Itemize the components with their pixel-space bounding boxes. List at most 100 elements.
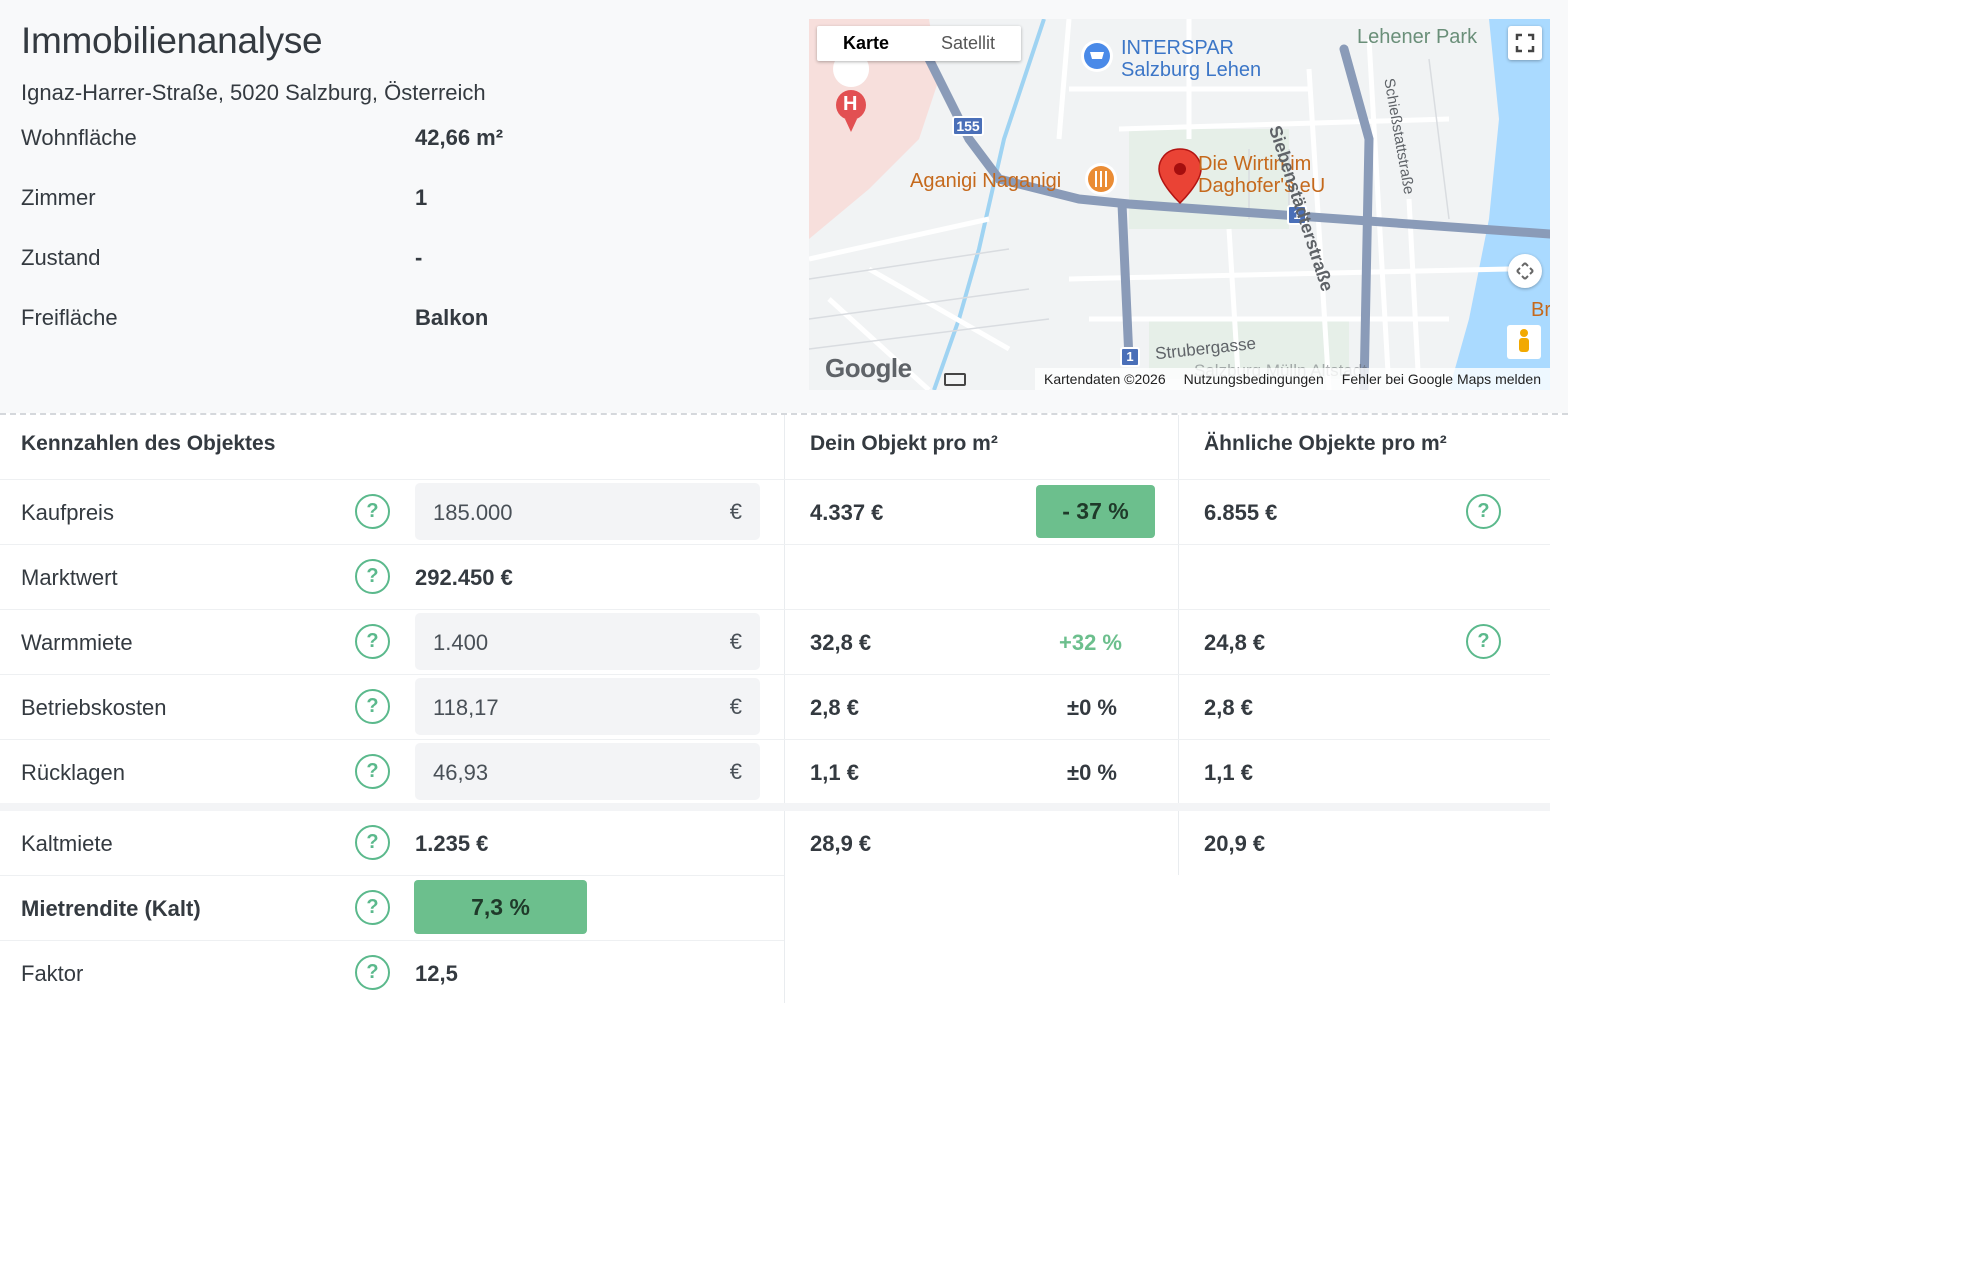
row-label: Marktwert <box>21 565 118 590</box>
per-m2-value: 4.337 € <box>810 500 884 525</box>
address: Ignaz-Harrer-Straße, 5020 Salzburg, Öste… <box>21 80 486 105</box>
terms-link[interactable]: Nutzungsbedingungen <box>1183 371 1324 387</box>
property-row-zustand: Zustand - <box>21 245 721 275</box>
property-value: 1 <box>415 185 428 210</box>
property-value: Balkon <box>415 305 489 330</box>
column-divider <box>784 415 785 1003</box>
map[interactable]: 155 1 1 H INTERSPAR Salzburg Lehen Lehen… <box>809 19 1550 390</box>
diff-badge: - 37 % <box>1036 485 1155 538</box>
report-error-link[interactable]: Fehler bei Google Maps melden <box>1341 371 1541 387</box>
shop-marker[interactable] <box>1081 40 1113 72</box>
group-separator <box>0 803 1550 811</box>
currency-unit: € <box>729 694 742 719</box>
poi-label: Salzburg Lehen <box>1121 59 1262 81</box>
map-attribution: Kartendaten ©2026 Nutzungsbedingungen Fe… <box>1035 368 1550 390</box>
keyboard-icon[interactable] <box>944 373 966 386</box>
property-value: - <box>415 245 423 270</box>
help-icon[interactable]: ? <box>355 559 390 594</box>
map-canvas[interactable] <box>809 19 1550 390</box>
diff-value: ±0 % <box>1067 695 1117 720</box>
per-m2-value: 28,9 € <box>810 831 872 856</box>
help-icon[interactable]: ? <box>355 825 390 860</box>
row-divider <box>0 674 1550 675</box>
page-title: Immobilienanalyse <box>21 20 323 61</box>
row-value: 12,5 <box>415 961 458 986</box>
row-label: Betriebskosten <box>21 695 167 720</box>
row-divider <box>0 739 1550 740</box>
property-row-zimmer: Zimmer 1 <box>21 185 721 215</box>
diff-value: +32 % <box>1059 630 1122 655</box>
yield-badge: 7,3 % <box>414 880 587 934</box>
help-icon[interactable]: ? <box>355 494 390 529</box>
diff-value: ±0 % <box>1067 760 1117 785</box>
poi-label: Daghofer's eU <box>1198 175 1326 197</box>
row-label: Faktor <box>21 961 84 986</box>
location-pin-icon[interactable] <box>1158 148 1202 205</box>
fullscreen-icon <box>1515 33 1535 53</box>
per-m2-value: 32,8 € <box>810 630 872 655</box>
poi-label: INTERSPAR <box>1121 37 1234 59</box>
row-label: Kaltmiete <box>21 831 113 856</box>
row-label: Kaufpreis <box>21 500 114 525</box>
per-m2-value: 2,8 € <box>810 695 859 720</box>
input-value: 1.400 <box>433 630 489 655</box>
row-value: 292.450 € <box>415 565 513 590</box>
tab-satellit[interactable]: Satellit <box>941 33 996 53</box>
header-kennzahlen: Kennzahlen des Objektes <box>21 432 276 455</box>
input-value: 118,17 <box>433 695 499 720</box>
map-data-link[interactable]: Kartendaten ©2026 <box>1044 371 1166 387</box>
poi-label: Br <box>1531 299 1550 321</box>
tab-karte[interactable]: Karte <box>843 33 890 53</box>
row-divider <box>0 875 784 876</box>
property-row-wohnflaeche: Wohnfläche 42,66 m² <box>21 125 721 155</box>
row-divider <box>0 940 784 941</box>
betriebskosten-input[interactable]: 118,17 € <box>415 678 760 735</box>
poi-label: Die Wirtin im <box>1198 153 1312 175</box>
help-icon[interactable]: ? <box>355 890 390 925</box>
row-divider <box>0 479 1550 480</box>
pegman-icon[interactable] <box>1507 325 1541 359</box>
google-logo: Google <box>825 353 912 383</box>
section-divider <box>0 413 1568 415</box>
row-label: Warmmiete <box>21 630 133 655</box>
camera-control-button[interactable] <box>1508 254 1542 288</box>
restaurant-marker[interactable] <box>1085 163 1117 195</box>
currency-unit: € <box>729 499 742 524</box>
camera-control-icon <box>1516 262 1534 280</box>
warmmiete-input[interactable]: 1.400 € <box>415 613 760 670</box>
similar-value: 20,9 € <box>1204 831 1266 856</box>
map-footer: Google Kartendaten ©2026 Nutzungsbedingu… <box>809 353 1550 390</box>
kaufpreis-input[interactable]: 185.000 € <box>415 483 760 540</box>
property-label: Zustand <box>21 245 101 270</box>
similar-value: 1,1 € <box>1204 760 1253 785</box>
per-m2-value: 1,1 € <box>810 760 859 785</box>
property-label: Freifläche <box>21 305 118 330</box>
currency-unit: € <box>729 759 742 784</box>
help-icon[interactable]: ? <box>355 955 390 990</box>
park-label: Lehener Park <box>1357 26 1478 48</box>
ruecklagen-input[interactable]: 46,93 € <box>415 743 760 800</box>
route-shield: 1 <box>1120 347 1140 367</box>
help-icon[interactable]: ? <box>1466 624 1501 659</box>
help-icon[interactable]: ? <box>355 754 390 789</box>
similar-value: 24,8 € <box>1204 630 1266 655</box>
help-icon[interactable]: ? <box>355 689 390 724</box>
help-icon[interactable]: ? <box>355 624 390 659</box>
property-label: Wohnfläche <box>21 125 137 150</box>
column-divider <box>1178 415 1179 875</box>
header-dein-objekt: Dein Objekt pro m² <box>810 432 998 455</box>
property-row-freiflaeche: Freifläche Balkon <box>21 305 721 335</box>
row-label: Mietrendite (Kalt) <box>21 896 201 921</box>
fullscreen-button[interactable] <box>1508 26 1542 60</box>
help-icon[interactable]: ? <box>1466 494 1501 529</box>
similar-value: 6.855 € <box>1204 500 1278 525</box>
property-summary: Immobilienanalyse Ignaz-Harrer-Straße, 5… <box>0 0 1568 413</box>
input-value: 46,93 <box>433 760 489 785</box>
similar-value: 2,8 € <box>1204 695 1253 720</box>
currency-unit: € <box>729 629 742 654</box>
header-aehnliche-objekte: Ähnliche Objekte pro m² <box>1204 432 1447 455</box>
poi-label: Aganigi Naganigi <box>910 170 1062 192</box>
property-label: Zimmer <box>21 185 96 210</box>
row-divider <box>0 544 1550 545</box>
row-value: 1.235 € <box>415 831 489 856</box>
